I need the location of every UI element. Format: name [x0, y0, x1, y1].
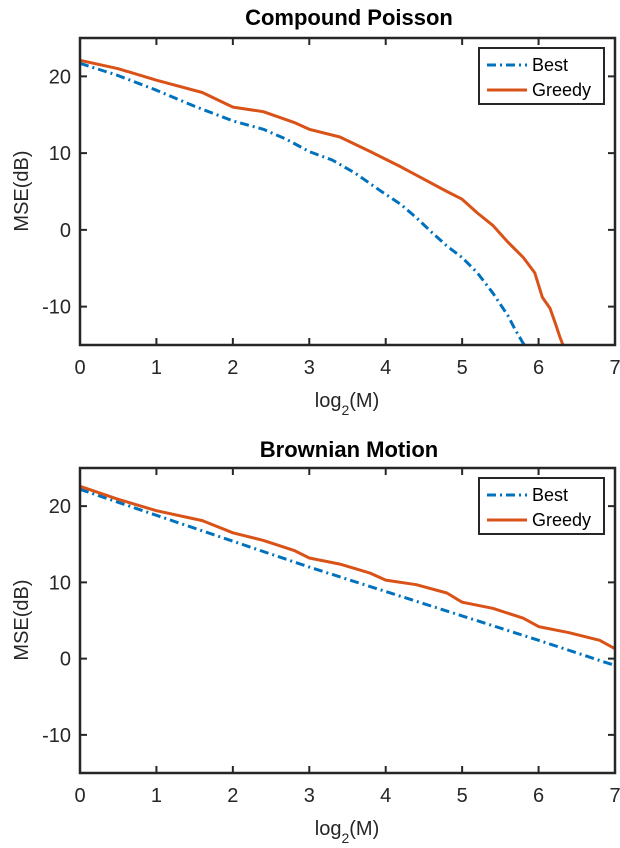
y-tick-label: 10	[49, 572, 71, 594]
legend-box	[478, 47, 605, 105]
y-tick-label: 0	[60, 220, 71, 242]
legend-label-best: Best	[532, 55, 568, 75]
chart-brownian-motion: Brownian Motion 0 1 2 3 4 5 6 7 -10 0 10 20 MSE(dB)…	[11, 437, 620, 846]
chart-compound-poisson: Compound Poisson 0 1 2 3 4 5 6 7 -10 0 10 20 MSE(dB…	[11, 5, 620, 418]
x-axis-label-base: log	[315, 818, 342, 840]
x-tick-label: 3	[304, 785, 315, 807]
x-tick-label: 0	[74, 785, 85, 807]
x-tick-label: 4	[380, 357, 391, 379]
series-line-greedy	[80, 58, 565, 345]
x-axis-label-suffix: (M)	[349, 390, 379, 412]
series-line-greedy	[80, 484, 615, 651]
legend-box	[478, 477, 605, 535]
x-axis-label-subscript: 2	[341, 830, 349, 846]
x-axis-label: log2(M)	[315, 818, 379, 846]
x-tick-label: 6	[533, 357, 544, 379]
axes-box	[78, 466, 617, 775]
chart-title: Compound Poisson	[245, 5, 453, 30]
y-tick-label: -10	[42, 725, 71, 747]
x-tick-label: 1	[151, 357, 162, 379]
x-axis-label-base: log	[315, 390, 342, 412]
series-line-best	[80, 487, 615, 667]
x-axis-label-suffix: (M)	[349, 818, 379, 840]
y-tick-label: -10	[42, 297, 71, 319]
y-tick-label: 10	[49, 143, 71, 165]
legend-label-greedy: Greedy	[532, 510, 591, 530]
x-tick-label: 5	[457, 357, 468, 379]
x-tick-label: 5	[457, 785, 468, 807]
x-tick-label: 6	[533, 785, 544, 807]
legend: Best Greedy	[478, 47, 605, 105]
y-tick-label: 0	[60, 649, 71, 671]
x-tick-label: 7	[609, 785, 620, 807]
y-tick-label: 20	[49, 496, 71, 518]
x-tick-label: 1	[151, 785, 162, 807]
x-tick-label: 2	[227, 785, 238, 807]
x-axis-label-subscript: 2	[341, 402, 349, 418]
x-tick-label: 7	[609, 357, 620, 379]
axes-box	[78, 36, 617, 347]
x-tick-label: 2	[227, 357, 238, 379]
x-tick-label: 4	[380, 785, 391, 807]
y-axis-label: MSE(dB)	[11, 150, 33, 231]
series-line-best	[80, 61, 526, 345]
x-axis-label: log2(M)	[315, 390, 379, 418]
legend: Best Greedy	[478, 477, 605, 535]
chart-title: Brownian Motion	[260, 437, 438, 462]
x-tick-label: 3	[304, 357, 315, 379]
x-tick-label: 0	[74, 357, 85, 379]
y-tick-label: 20	[49, 66, 71, 88]
y-axis-label: MSE(dB)	[11, 579, 33, 660]
legend-label-greedy: Greedy	[532, 80, 591, 100]
legend-label-best: Best	[532, 485, 568, 505]
